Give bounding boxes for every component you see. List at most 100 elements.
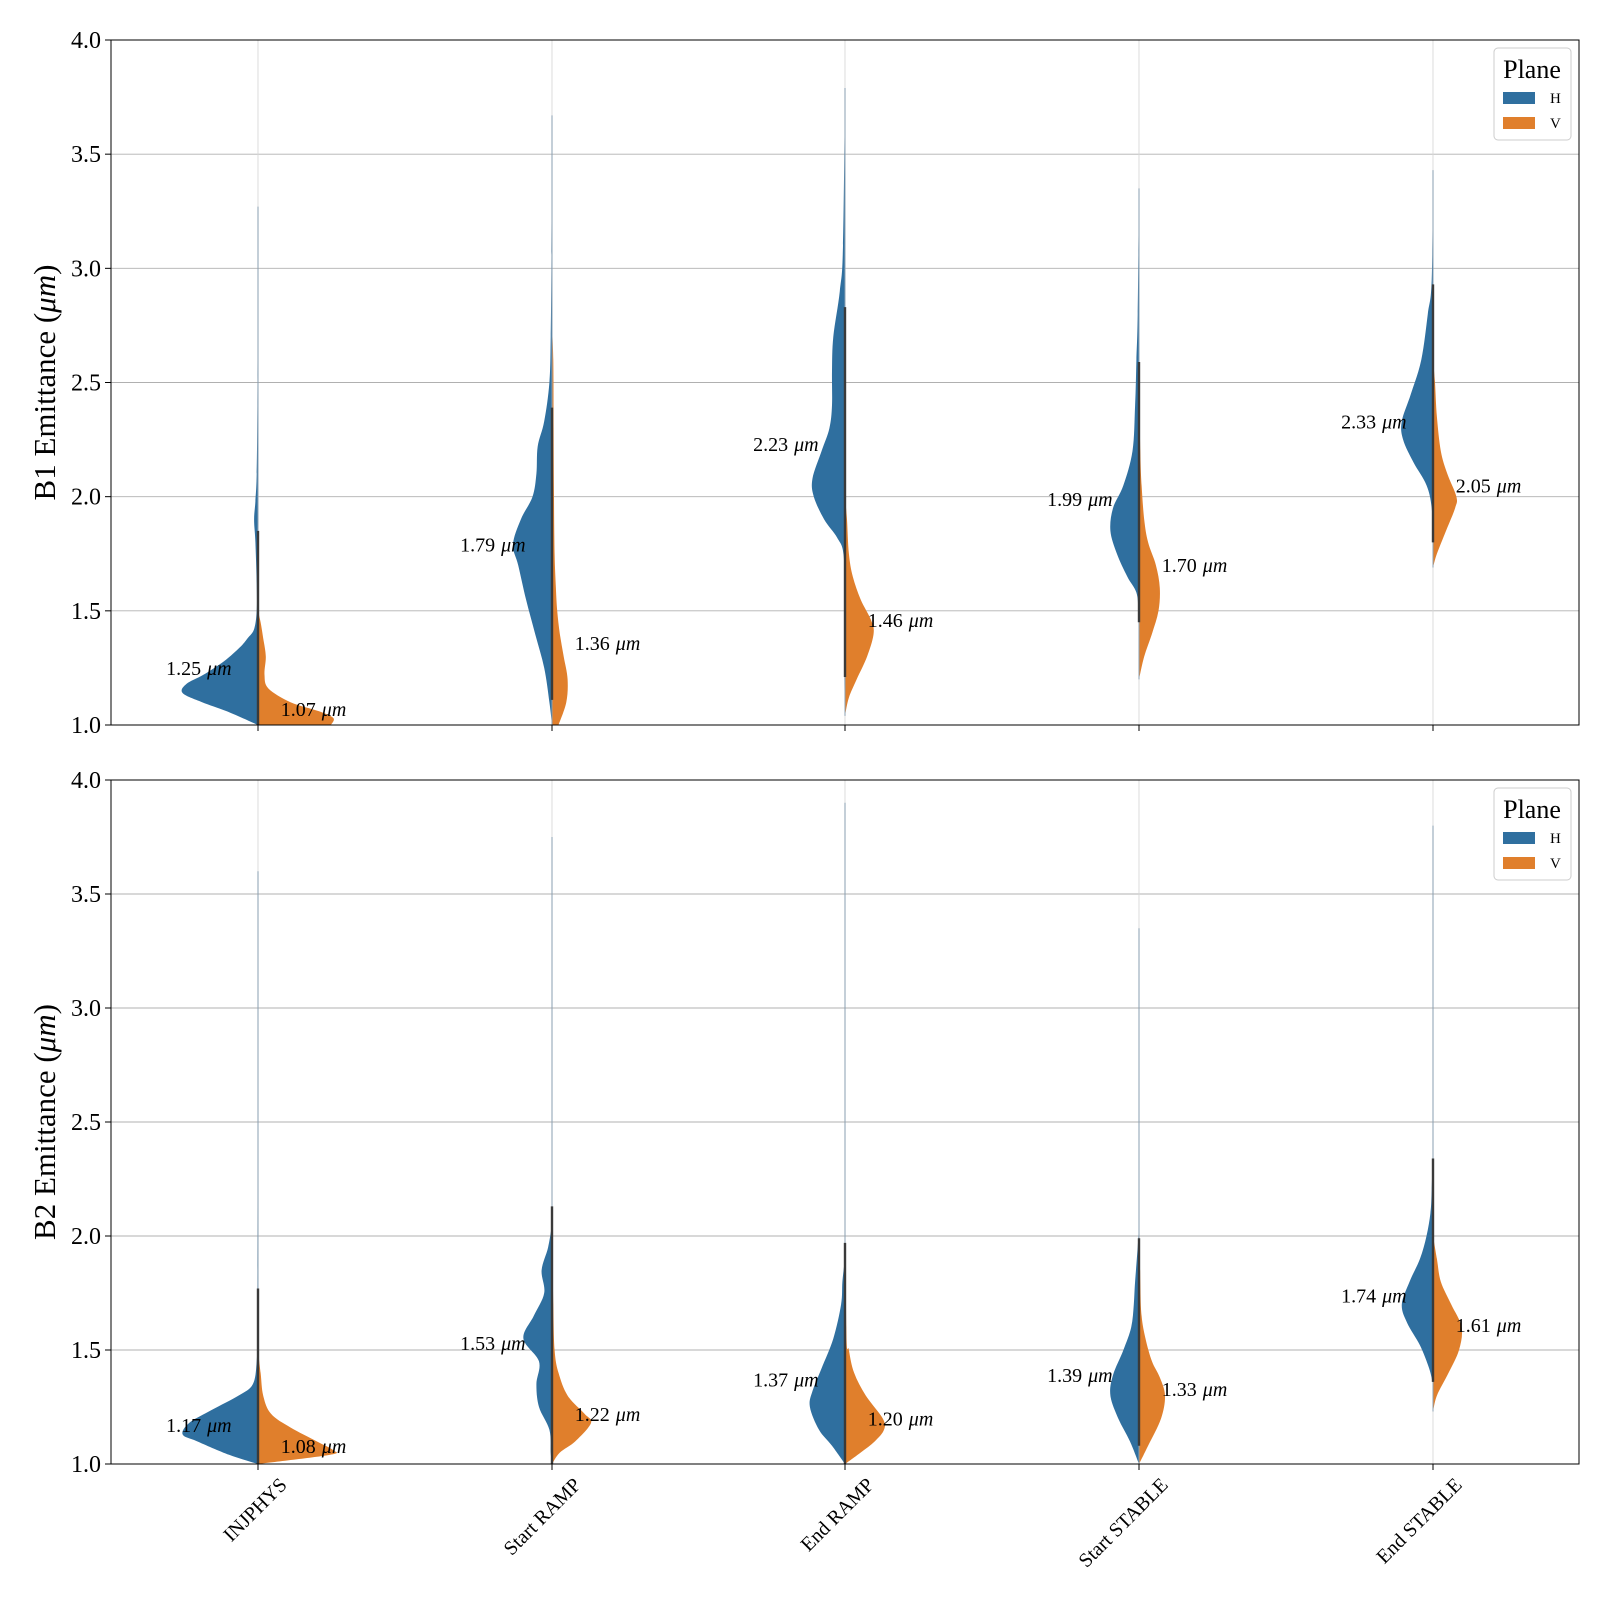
median-unit: μm <box>793 1370 818 1392</box>
median-value: 1.20 <box>868 1408 903 1430</box>
median-value: 1.22 <box>575 1404 610 1426</box>
legend-entry-H: H <box>1550 91 1561 107</box>
y-tick-label: 3.0 <box>71 256 101 282</box>
legend-swatch-V <box>1503 117 1535 129</box>
violin-V-4 <box>1433 359 1458 568</box>
legend-title: Plane <box>1503 55 1561 84</box>
legend: Plane HV <box>1493 787 1572 881</box>
median-unit: μm <box>908 1408 933 1430</box>
median-value: 1.36 <box>575 633 610 655</box>
median-value: 2.23 <box>753 434 788 456</box>
median-unit: μm <box>321 699 346 721</box>
category-label: Start RAMP <box>500 1474 586 1560</box>
panel-2: 1.01.52.02.53.03.54.01.17 μm1.08 μm1.53 μm1… <box>27 768 1580 1572</box>
median-unit: μm <box>206 658 231 680</box>
median-label-V: 1.70 μm <box>1162 555 1227 577</box>
median-unit: μm <box>1202 555 1227 577</box>
violin-V-0 <box>258 1350 338 1464</box>
y-title-suffix: ) <box>27 265 62 275</box>
legend: Plane HV <box>1493 47 1572 141</box>
violin-V-2 <box>845 496 874 716</box>
legend-swatch-H <box>1503 92 1535 104</box>
violin-H-0 <box>182 871 258 1464</box>
median-unit: μm <box>321 1436 346 1458</box>
median-label-V: 1.36 μm <box>575 633 640 655</box>
median-unit: μm <box>1381 1285 1406 1307</box>
y-tick-label: 3.5 <box>71 882 101 908</box>
violins <box>181 87 1458 725</box>
median-label-V: 1.20 μm <box>868 1408 933 1430</box>
median-value: 1.25 <box>166 658 201 680</box>
violin-V-4 <box>1433 1236 1463 1412</box>
median-value: 1.17 <box>166 1415 201 1437</box>
violin-H-4 <box>1401 1144 1433 1385</box>
median-value: 1.74 <box>1341 1285 1376 1307</box>
category-label: End RAMP <box>797 1474 879 1556</box>
violin-V-0 <box>258 610 334 725</box>
median-value: 1.61 <box>1456 1315 1491 1337</box>
median-unit: μm <box>1087 489 1112 511</box>
violin-H-1 <box>523 1224 552 1464</box>
y-tick-label: 2.5 <box>71 371 101 397</box>
median-label-H: 1.99 μm <box>1047 489 1112 511</box>
y-axis-title: B1 Emittance (μm) <box>27 265 62 501</box>
y-tick-label: 2.5 <box>71 1110 101 1136</box>
median-value: 1.33 <box>1162 1379 1197 1401</box>
violin-V-3 <box>1139 1190 1166 1464</box>
axes-frame <box>110 779 1580 1465</box>
median-unit: μm <box>615 1404 640 1426</box>
legend-title: Plane <box>1503 795 1561 824</box>
median-label-V: 2.05 μm <box>1456 475 1521 497</box>
axes-frame <box>110 39 1580 726</box>
violins <box>182 802 1463 1464</box>
y-title-suffix: ) <box>27 1004 62 1014</box>
y-title-prefix: B2 Emittance ( <box>27 1052 62 1240</box>
violin-V-2 <box>845 1133 885 1464</box>
median-label-H: 1.79 μm <box>460 535 525 557</box>
y-axis-title: B2 Emittance (μm) <box>27 1004 62 1240</box>
median-label-V: 1.46 μm <box>868 610 933 632</box>
y-tick-label: 4.0 <box>71 28 101 54</box>
violin-V-3 <box>1139 382 1160 680</box>
violin-V-1 <box>552 1122 592 1464</box>
median-label-H: 1.39 μm <box>1047 1365 1112 1387</box>
y-title-unit: μm <box>27 1014 62 1053</box>
y-tick-label: 2.0 <box>71 485 101 511</box>
median-value: 2.33 <box>1341 411 1376 433</box>
median-value: 2.05 <box>1456 475 1491 497</box>
y-tick-label: 3.5 <box>71 142 101 168</box>
median-label-H: 2.33 μm <box>1341 411 1406 433</box>
median-label-V: 1.07 μm <box>281 699 346 721</box>
category-label: Start STABLE <box>1074 1474 1172 1572</box>
violin-H-1 <box>512 115 552 725</box>
median-unit: μm <box>206 1415 231 1437</box>
median-unit: μm <box>500 1333 525 1355</box>
median-label-V: 1.33 μm <box>1162 1379 1227 1401</box>
median-label-V: 1.61 μm <box>1456 1315 1521 1337</box>
median-value: 1.37 <box>753 1370 788 1392</box>
violin-V-1 <box>552 325 568 725</box>
median-unit: μm <box>615 633 640 655</box>
median-value: 1.53 <box>460 1333 495 1355</box>
median-label-H: 1.37 μm <box>753 1370 818 1392</box>
median-unit: μm <box>1087 1365 1112 1387</box>
y-tick-label: 4.0 <box>71 768 101 794</box>
median-unit: μm <box>793 434 818 456</box>
median-unit: μm <box>1496 1315 1521 1337</box>
median-label-H: 1.25 μm <box>166 658 231 680</box>
y-tick-label: 2.0 <box>71 1224 101 1250</box>
y-tick-label: 1.5 <box>71 599 101 625</box>
y-tick-label: 1.5 <box>71 1338 101 1364</box>
category-label: End STABLE <box>1372 1474 1466 1568</box>
median-value: 1.70 <box>1162 555 1197 577</box>
median-label-H: 1.17 μm <box>166 1415 231 1437</box>
median-value: 1.07 <box>281 699 316 721</box>
category-label: INJPHYS <box>219 1474 291 1546</box>
legend-entry-H: H <box>1550 831 1561 847</box>
panel-1: 1.01.52.02.53.03.54.01.25 μm1.07 μm1.79 μm1… <box>27 28 1580 739</box>
legend-entry-V: V <box>1550 116 1561 132</box>
legend-entry-V: V <box>1550 856 1561 872</box>
median-value: 1.99 <box>1047 489 1082 511</box>
legend-swatch-H <box>1503 832 1535 844</box>
